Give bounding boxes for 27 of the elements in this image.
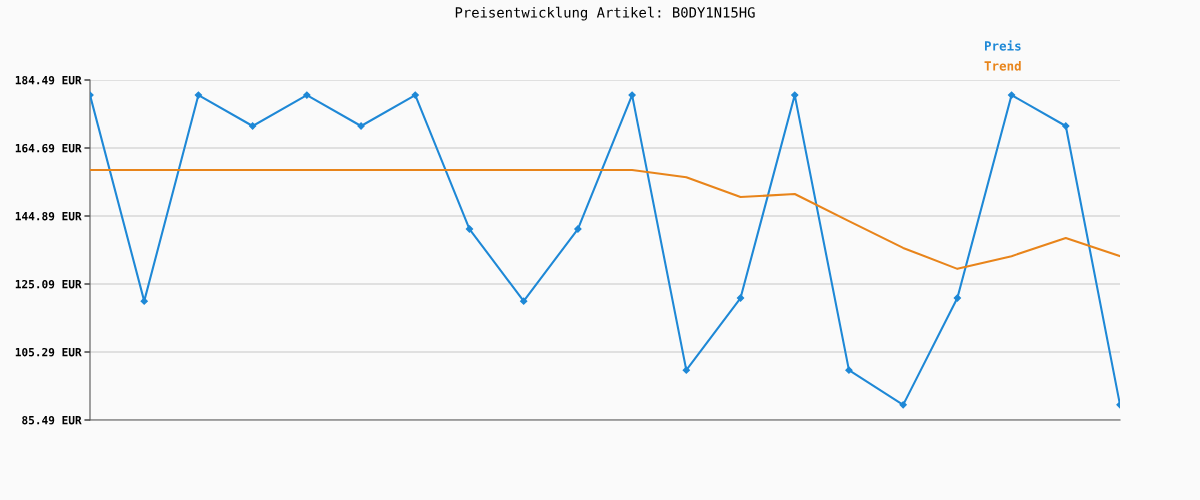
y-tick-label: 164.69 EUR	[15, 143, 82, 153]
point	[628, 91, 636, 99]
point	[845, 366, 853, 374]
y-tick-label: 144.89 EUR	[15, 211, 82, 221]
point	[303, 91, 311, 99]
chart-title: Preisentwicklung Artikel: B0DY1N15HG	[455, 6, 755, 21]
point	[953, 294, 962, 302]
text: Preis	[984, 40, 1021, 51]
point	[682, 366, 690, 374]
point	[736, 294, 745, 302]
point	[791, 91, 799, 99]
point	[1007, 91, 1016, 99]
point	[520, 297, 528, 305]
point	[411, 91, 419, 99]
point	[1062, 122, 1070, 130]
point	[140, 297, 148, 305]
y-tick-label: 105.29 EUR	[15, 347, 82, 357]
y-tick-label: 125.09 EUR	[15, 279, 82, 289]
y-tick-label: 85.49 EUR	[22, 415, 82, 425]
point	[574, 225, 582, 233]
line-series	[90, 168, 1120, 270]
text: Trend	[984, 60, 1021, 71]
point	[465, 225, 474, 233]
point	[194, 91, 203, 99]
point	[248, 122, 257, 130]
point	[899, 401, 907, 409]
y-tick-label: 184.49 EUR	[15, 75, 82, 85]
